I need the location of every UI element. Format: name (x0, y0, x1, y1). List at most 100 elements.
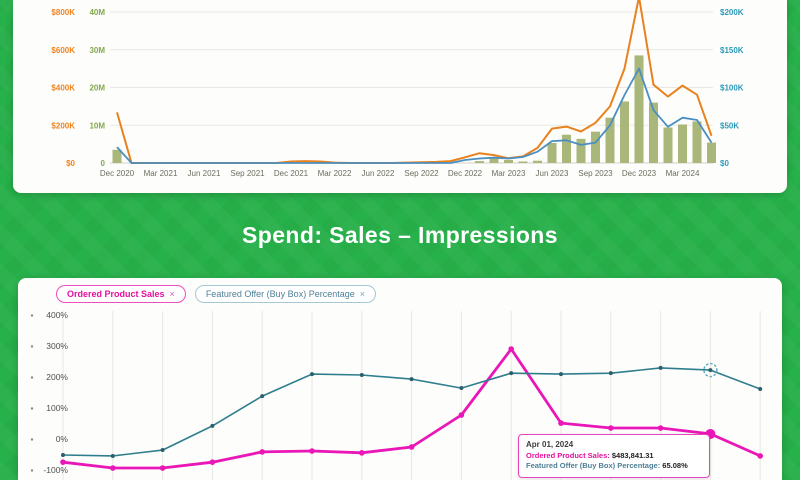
buybox-point (210, 423, 215, 428)
left-outer-tick: $600K (51, 46, 75, 55)
ordered-sales-point (408, 444, 415, 450)
left-inner-tick: 20M (89, 84, 105, 93)
chip-close-icon[interactable]: × (359, 289, 365, 299)
right-tick: $150K (720, 46, 744, 55)
chip-label: Ordered Product Sales (67, 289, 165, 299)
right-tick: $50K (720, 121, 739, 130)
x-axis-label: Sep 2023 (578, 169, 613, 178)
tooltip-row-buybox: Featured Offer (Buy Box) Percentage: 65.… (526, 461, 688, 471)
buybox-point (459, 386, 464, 391)
right-tick: $0 (720, 159, 729, 168)
left-inner-tick: 0 (101, 159, 106, 168)
y-tick-dot (30, 345, 34, 348)
ordered-sales-point (259, 449, 265, 455)
ordered-sales-point (359, 450, 365, 456)
buybox-point (509, 371, 514, 376)
impressions-bar (504, 159, 513, 163)
impressions-bar (518, 161, 528, 163)
chart-tooltip: Apr 01, 2024 Ordered Product Sales: $483… (518, 434, 710, 479)
impressions-bar (663, 127, 673, 163)
y-axis-label: 300% (46, 341, 68, 351)
left-outer-tick: $200K (51, 121, 75, 130)
buybox-point (658, 365, 663, 370)
left-inner-tick: 40M (89, 8, 105, 17)
ordered-sales-point (757, 453, 763, 459)
buybox-point (359, 373, 364, 378)
impressions-bar (649, 102, 658, 163)
sales-line (116, 67, 713, 164)
buybox-point (758, 386, 763, 391)
buybox-point (409, 377, 414, 382)
x-axis-label: Jun 2021 (188, 169, 221, 178)
ordered-sales-point (508, 346, 514, 352)
x-axis-label: Sep 2022 (404, 169, 439, 178)
buybox-point (260, 394, 265, 399)
impressions-bar (112, 149, 122, 163)
x-axis-label: Dec 2020 (100, 169, 135, 178)
series-filter-chips: Ordered Product Sales × Featured Offer (… (56, 285, 376, 303)
x-axis-label: Dec 2021 (274, 169, 309, 178)
impressions-bar (692, 121, 702, 163)
x-axis-label: Dec 2023 (622, 169, 657, 178)
impressions-bar (620, 101, 629, 163)
impressions-bar (605, 117, 615, 163)
ordered-sales-point (608, 425, 614, 431)
ordered-sales-point (209, 459, 216, 465)
chip-label: Featured Offer (Buy Box) Percentage (205, 289, 355, 299)
tooltip-date: Apr 01, 2024 (526, 440, 574, 449)
bottom-chart-svg[interactable]: 400% 300% 200% 100% 0% -100% (18, 305, 782, 480)
tooltip-row-sales: Ordered Product Sales: $483,841.31 (526, 450, 654, 460)
buybox-point (160, 448, 165, 453)
buybox-point (61, 453, 65, 458)
buybox-point (310, 372, 314, 377)
bottom-chart-panel: Ordered Product Sales × Featured Offer (… (18, 278, 782, 480)
hover-highlight-ring (703, 362, 718, 378)
buybox-point (608, 371, 613, 376)
x-axis-label: Mar 2024 (666, 169, 700, 178)
x-axis-label: Mar 2023 (492, 169, 526, 178)
left-outer-tick: $800K (51, 8, 75, 17)
ordered-sales-point (60, 459, 66, 465)
y-tick-dot (30, 407, 34, 410)
ordered-sales-point (159, 465, 166, 471)
y-tick-dot (30, 314, 34, 317)
section-title-band: Spend: Sales – Impressions (0, 193, 800, 278)
x-axis-label: Sep 2021 (230, 169, 265, 178)
y-axis-label: 200% (46, 372, 68, 382)
left-outer-tick: $0 (66, 159, 75, 168)
impressions-bar (547, 142, 557, 163)
impressions-bar (533, 160, 542, 163)
chip-close-icon[interactable]: × (169, 289, 175, 299)
x-axis-label: Jun 2022 (362, 169, 395, 178)
impressions-bar (562, 134, 571, 163)
section-title: Spend: Sales – Impressions (242, 222, 558, 248)
y-tick-dot (30, 438, 34, 441)
chip-ordered-product-sales[interactable]: Ordered Product Sales × (56, 285, 186, 303)
y-axis-label: 400% (46, 310, 68, 320)
impressions-bar (591, 131, 600, 163)
impressions-bar (576, 138, 586, 163)
impressions-bar (634, 55, 644, 163)
buybox-point (559, 372, 563, 377)
left-outer-tick: $400K (51, 84, 75, 93)
left-inner-tick: 30M (89, 46, 105, 55)
x-axis-label: Dec 2022 (448, 169, 483, 178)
impressions-bar (475, 161, 484, 163)
left-inner-tick: 10M (89, 121, 105, 130)
buybox-point (110, 453, 115, 458)
impressions-bar (678, 124, 687, 163)
top-chart-svg[interactable]: $800K 40M $200K $600K 30M $150K $400K 20M $100K $… (13, 0, 787, 193)
y-axis-label: 100% (46, 403, 68, 413)
y-tick-dot (30, 376, 34, 379)
right-tick: $200K (720, 8, 744, 17)
y-tick-dot (30, 469, 34, 472)
ordered-sales-point (309, 448, 315, 454)
ordered-sales-point (458, 412, 465, 418)
impressions-bar (489, 158, 499, 163)
impressions-bar (707, 142, 716, 163)
top-chart-panel: $800K 40M $200K $600K 30M $150K $400K 20M $100K $… (13, 0, 787, 193)
ordered-sales-point (657, 425, 664, 431)
buybox-point (708, 368, 713, 373)
y-axis-label: -100% (43, 465, 68, 475)
chip-featured-offer-percentage[interactable]: Featured Offer (Buy Box) Percentage × (194, 285, 376, 303)
